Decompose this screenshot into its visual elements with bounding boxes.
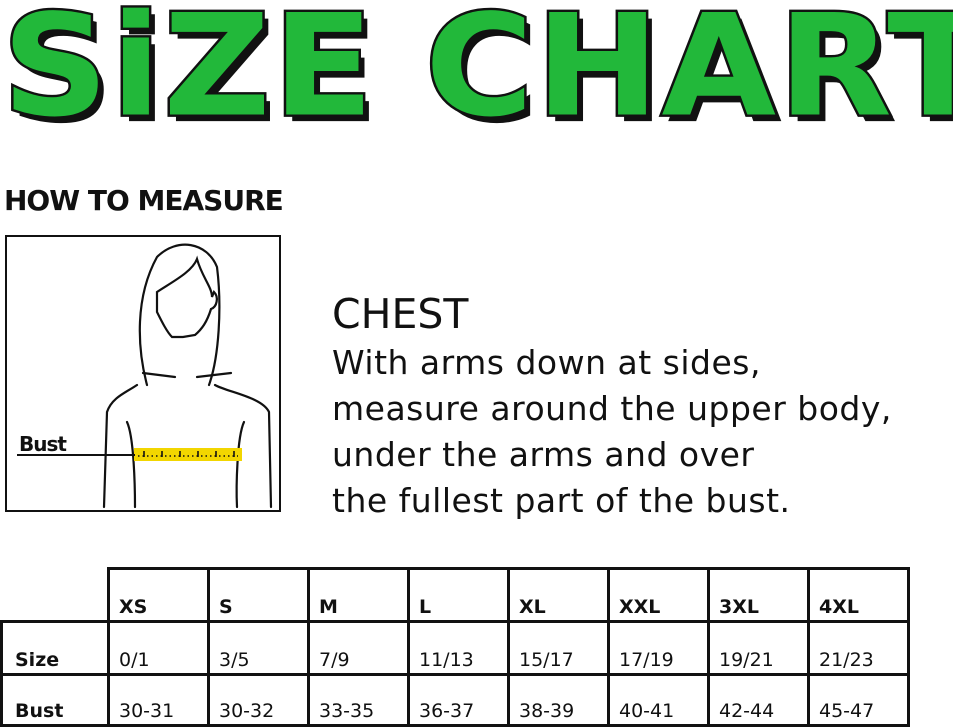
title-size: SiZE xyxy=(0,0,376,148)
bust-label: Bust xyxy=(19,432,67,456)
woman-outline-icon xyxy=(17,243,273,509)
table-header-row: XS S M L XL XXL 3XL 4XL xyxy=(1,567,910,623)
chest-instructions: With arms down at sides, measure around … xyxy=(332,340,892,524)
chest-heading: CHEST xyxy=(332,290,469,338)
column-header: L xyxy=(407,567,510,623)
instruction-line: With arms down at sides, xyxy=(332,343,761,382)
table-cell: 40-41 xyxy=(607,673,710,727)
table-cell: 11/13 xyxy=(407,620,510,676)
column-header: S xyxy=(207,567,310,623)
table-cell: 21/23 xyxy=(807,620,910,676)
table-cell: 36-37 xyxy=(407,673,510,727)
column-header: XXL xyxy=(607,567,710,623)
instruction-line: under the arms and over xyxy=(332,435,755,474)
table-cell: 19/21 xyxy=(707,620,810,676)
table-cell: 0/1 xyxy=(107,620,210,676)
instruction-line: the fullest part of the bust. xyxy=(332,481,791,520)
table-cell: 30-31 xyxy=(107,673,210,727)
title-chart: CHART xyxy=(422,0,953,148)
table-cell: 7/9 xyxy=(307,620,410,676)
table-row: Bust 30-31 30-32 33-35 36-37 38-39 40-41… xyxy=(0,673,910,727)
how-to-measure-heading: HOW TO MEASURE xyxy=(4,184,284,217)
table-cell: 15/17 xyxy=(507,620,610,676)
table-cell: 38-39 xyxy=(507,673,610,727)
table-cell: 42-44 xyxy=(707,673,810,727)
table-cell: 33-35 xyxy=(307,673,410,727)
table-cell: 30-32 xyxy=(207,673,310,727)
table-corner xyxy=(1,568,109,623)
row-label: Size xyxy=(0,620,110,676)
column-header: XL xyxy=(507,567,610,623)
column-header: XS xyxy=(107,567,210,623)
table-cell: 17/19 xyxy=(607,620,710,676)
column-header: M xyxy=(307,567,410,623)
table-cell: 3/5 xyxy=(207,620,310,676)
measuring-tape xyxy=(134,448,242,461)
table-cell: 45-47 xyxy=(807,673,910,727)
instruction-line: measure around the upper body, xyxy=(332,389,892,428)
row-label: Bust xyxy=(0,673,110,727)
column-header: 4XL xyxy=(807,567,910,623)
size-table: XS S M L XL XXL 3XL 4XL Size 0/1 3/5 7/9… xyxy=(0,567,910,727)
measurement-figure: Bust xyxy=(5,235,281,512)
column-header: 3XL xyxy=(707,567,810,623)
table-row: Size 0/1 3/5 7/9 11/13 15/17 17/19 19/21… xyxy=(0,620,910,676)
